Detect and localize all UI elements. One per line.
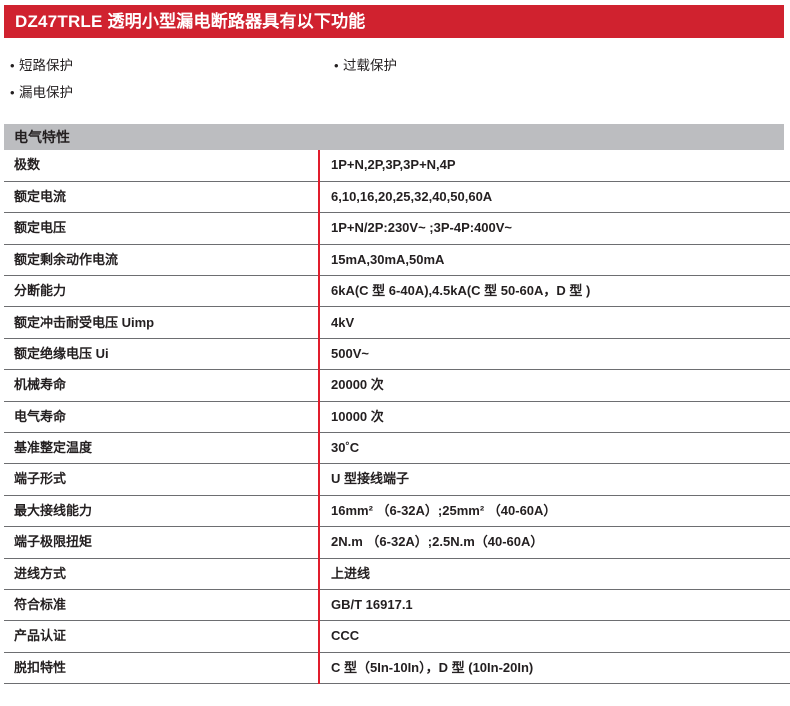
table-row: 额定电流 6,10,16,20,25,32,40,50,60A <box>4 181 790 214</box>
spec-name: 端子形式 <box>4 463 319 496</box>
spec-name: 极数 <box>4 150 319 182</box>
feature-column-right: • 过载保护 <box>334 52 397 79</box>
product-title: DZ47TRLE 透明小型漏电断路器具有以下功能 <box>15 12 366 31</box>
spec-value: 6kA(C 型 6-40A),4.5kA(C 型 50-60A，D 型 ) <box>318 275 790 308</box>
spec-name: 机械寿命 <box>4 369 319 402</box>
table-row: 基准整定温度 30˚C <box>4 432 790 465</box>
table-row: 额定剩余动作电流 15mA,30mA,50mA <box>4 244 790 277</box>
table-row: 脱扣特性 C 型（5In-10In），D 型 (10In-20In) <box>4 652 790 685</box>
bullet-icon: • <box>334 58 339 73</box>
spec-value: 15mA,30mA,50mA <box>318 244 790 277</box>
spec-value: U 型接线端子 <box>318 463 790 496</box>
table-row: 最大接线能力 16mm² （6-32A）;25mm² （40-60A） <box>4 495 790 528</box>
spec-value: CCC <box>318 620 790 653</box>
table-row: 额定绝缘电压 Ui 500V~ <box>4 338 790 371</box>
spec-name: 最大接线能力 <box>4 495 319 528</box>
table-row: 机械寿命 20000 次 <box>4 369 790 402</box>
table-row: 端子形式 U 型接线端子 <box>4 463 790 496</box>
spec-name: 分断能力 <box>4 275 319 308</box>
specification-table-body: 极数 1P+N,2P,3P,3P+N,4P 额定电流 6,10,16,20,25… <box>4 150 790 685</box>
spec-value: 上进线 <box>318 558 790 590</box>
spec-value: 6,10,16,20,25,32,40,50,60A <box>318 181 790 214</box>
table-row: 符合标准 GB/T 16917.1 <box>4 589 790 622</box>
table-row: 额定电压 1P+N/2P:230V~ ;3P-4P:400V~ <box>4 212 790 245</box>
list-item: • 短路保护 <box>10 52 73 79</box>
feature-label: 过载保护 <box>343 58 397 73</box>
spec-name: 脱扣特性 <box>4 652 319 685</box>
spec-value: 1P+N,2P,3P,3P+N,4P <box>318 150 790 182</box>
spec-name: 基准整定温度 <box>4 432 319 465</box>
spec-value: C 型（5In-10In），D 型 (10In-20In) <box>318 652 790 685</box>
spec-name: 电气寿命 <box>4 401 319 434</box>
spec-value: 2N.m （6-32A）;2.5N.m（40-60A） <box>318 526 790 559</box>
bullet-icon: • <box>10 85 15 100</box>
table-row: 额定冲击耐受电压 Uimp 4kV <box>4 306 790 339</box>
spec-value: 4kV <box>318 306 790 339</box>
table-row: 极数 1P+N,2P,3P,3P+N,4P <box>4 150 790 182</box>
feature-label: 漏电保护 <box>19 85 73 100</box>
list-item: • 过载保护 <box>334 52 397 79</box>
feature-label: 短路保护 <box>19 58 73 73</box>
list-item: • 漏电保护 <box>10 79 73 106</box>
table-row: 端子极限扭矩 2N.m （6-32A）;2.5N.m（40-60A） <box>4 526 790 559</box>
feature-column-left: • 短路保护 • 漏电保护 <box>10 52 73 106</box>
bullet-icon: • <box>10 58 15 73</box>
spec-name: 额定冲击耐受电压 Uimp <box>4 306 319 339</box>
specification-table: 极数 1P+N,2P,3P,3P+N,4P 额定电流 6,10,16,20,25… <box>4 150 790 685</box>
spec-name: 额定电压 <box>4 212 319 245</box>
spec-value: 30˚C <box>318 432 790 465</box>
table-row: 分断能力 6kA(C 型 6-40A),4.5kA(C 型 50-60A，D 型… <box>4 275 790 308</box>
spec-name: 额定电流 <box>4 181 319 214</box>
spec-name: 额定绝缘电压 Ui <box>4 338 319 371</box>
product-title-banner: DZ47TRLE 透明小型漏电断路器具有以下功能 <box>4 5 784 38</box>
spec-value: 500V~ <box>318 338 790 371</box>
table-row: 电气寿命 10000 次 <box>4 401 790 434</box>
spec-value: 10000 次 <box>318 401 790 434</box>
section-header-electrical-characteristics: 电气特性 <box>4 124 784 150</box>
spec-name: 额定剩余动作电流 <box>4 244 319 277</box>
table-row: 进线方式 上进线 <box>4 558 790 590</box>
table-row: 产品认证 CCC <box>4 620 790 653</box>
spec-name: 产品认证 <box>4 620 319 653</box>
spec-name: 进线方式 <box>4 558 319 590</box>
spec-value: 16mm² （6-32A）;25mm² （40-60A） <box>318 495 790 528</box>
spec-value: GB/T 16917.1 <box>318 589 790 622</box>
spec-name: 符合标准 <box>4 589 319 622</box>
spec-value: 20000 次 <box>318 369 790 402</box>
spec-name: 端子极限扭矩 <box>4 526 319 559</box>
feature-list: • 短路保护 • 漏电保护 • 过载保护 <box>4 52 784 114</box>
section-title: 电气特性 <box>14 129 70 145</box>
spec-value: 1P+N/2P:230V~ ;3P-4P:400V~ <box>318 212 790 245</box>
